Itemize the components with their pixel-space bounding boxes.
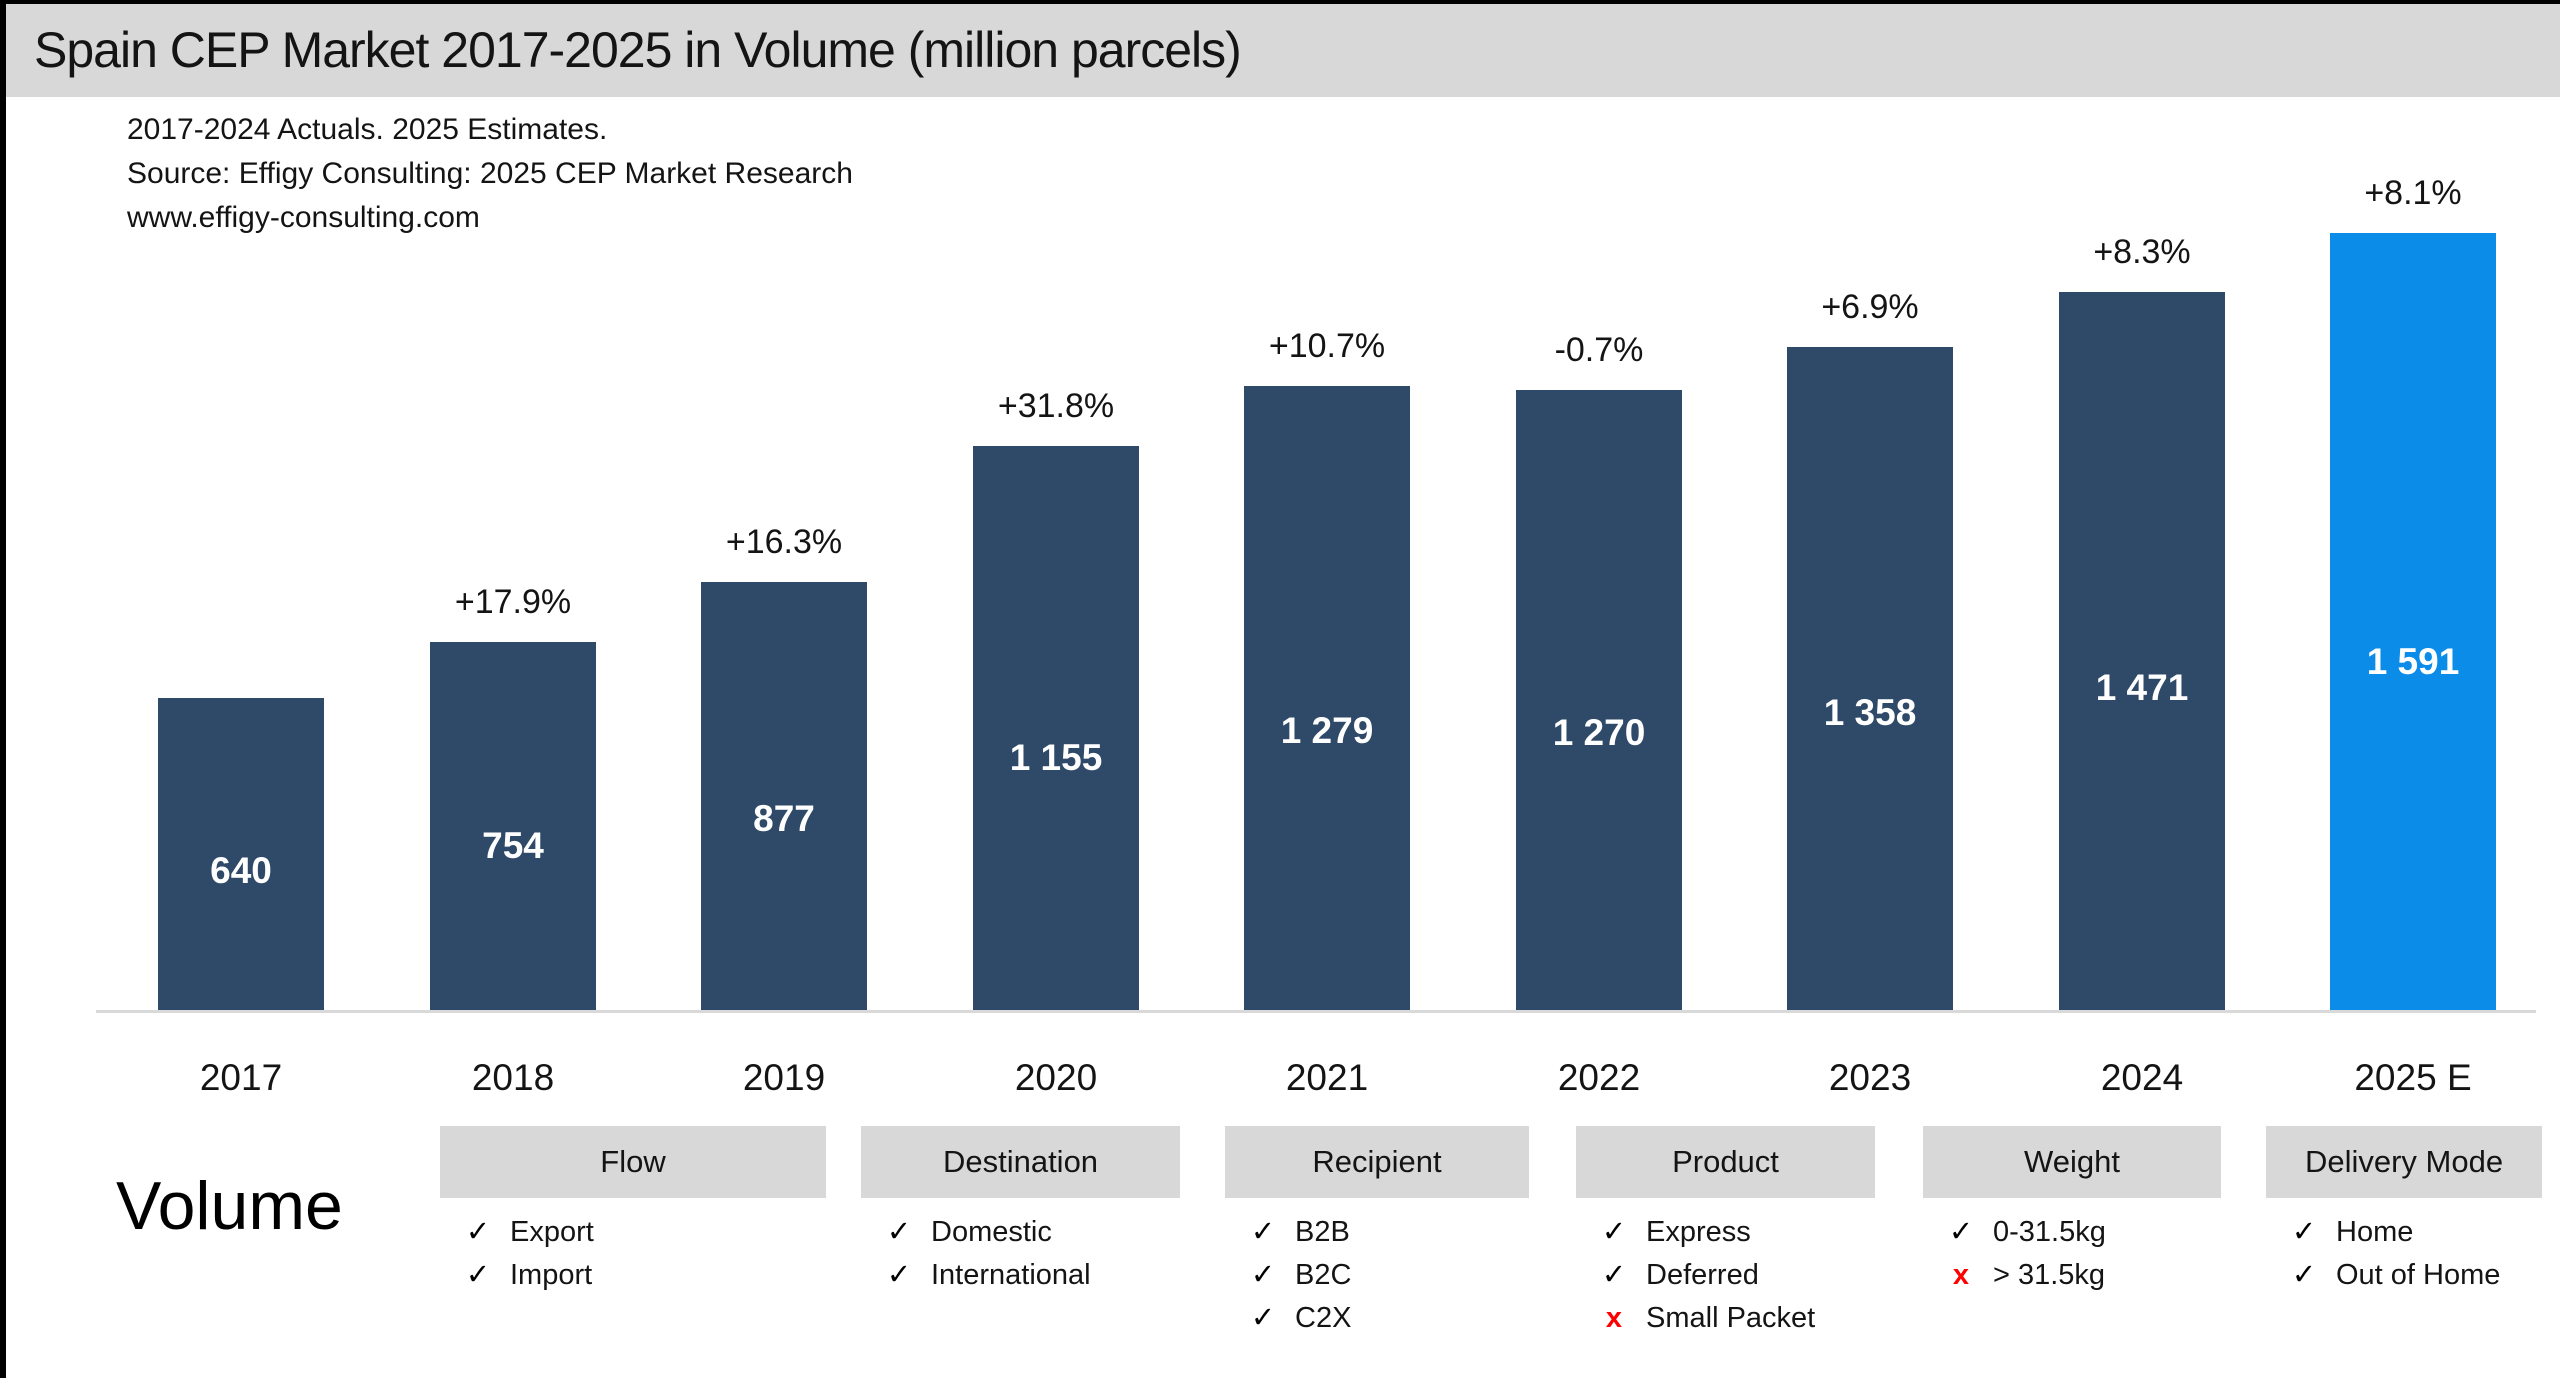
bar-value-label: 1 358	[1823, 692, 1917, 733]
bar-growth-label: +8.1%	[2364, 174, 2462, 212]
segment-item-label: Export	[510, 1216, 594, 1248]
bar-2019	[701, 582, 867, 1011]
bar-2024	[2059, 292, 2225, 1011]
check-icon: ✓	[1250, 1216, 1276, 1248]
title-bar: Spain CEP Market 2017-2025 in Volume (mi…	[6, 4, 2560, 97]
subtitle-block: 2017-2024 Actuals. 2025 Estimates. Sourc…	[127, 108, 853, 240]
segment-item-label: B2B	[1295, 1216, 1350, 1248]
bar-value-label: 1 155	[1009, 737, 1103, 778]
bar-2021	[1244, 386, 1410, 1011]
bar-growth-label: -0.7%	[1554, 331, 1644, 369]
volume-dimension-label: Volume	[116, 1168, 343, 1244]
x-axis-label: 2025 E	[2354, 1057, 2472, 1098]
segment-item-label: International	[931, 1259, 1091, 1291]
segment-header-weight: Weight	[1923, 1126, 2221, 1198]
check-icon: ✓	[465, 1216, 491, 1248]
bar-value-label: 640	[210, 850, 272, 891]
bar-growth-label: +16.3%	[725, 523, 843, 561]
check-icon: ✓	[2291, 1259, 2317, 1291]
subtitle-line-note: 2017-2024 Actuals. 2025 Estimates.	[127, 113, 608, 146]
segment-item-label: Domestic	[931, 1216, 1052, 1248]
check-icon: ✓	[1250, 1302, 1276, 1334]
bar-2020	[973, 446, 1139, 1011]
segment-title: Delivery Mode	[2304, 1144, 2504, 1179]
bar-2018	[430, 642, 596, 1011]
x-axis-label: 2024	[2100, 1057, 2184, 1098]
segment-header-product: Product	[1576, 1126, 1875, 1198]
bar-2022	[1516, 390, 1682, 1011]
bar-value-label: 1 279	[1280, 710, 1374, 751]
segment-item-label: B2C	[1295, 1259, 1352, 1291]
segment-item-label: Express	[1646, 1216, 1751, 1248]
check-icon: ✓	[886, 1216, 912, 1248]
x-axis-label: 2017	[199, 1057, 283, 1098]
segment-item-label: Import	[510, 1259, 593, 1291]
segment-item-label: > 31.5kg	[1993, 1259, 2106, 1291]
bar-growth-label: +10.7%	[1268, 327, 1386, 365]
segment-header-delivery-mode: Delivery Mode	[2266, 1126, 2542, 1198]
cross-icon: x	[1952, 1259, 1970, 1291]
bar-growth-label: +6.9%	[1821, 288, 1919, 326]
x-axis-label: 2020	[1014, 1057, 1098, 1098]
segment-item-label: 0-31.5kg	[1993, 1216, 2106, 1248]
x-axis-line	[96, 1010, 2536, 1013]
subtitle-line-website: www.effigy-consulting.com	[127, 201, 480, 234]
bar-value-label: 877	[753, 798, 815, 839]
segment-title: Weight	[2024, 1144, 2120, 1179]
bar-value-label: 1 471	[2095, 667, 2189, 708]
bar-growth-label: +31.8%	[997, 387, 1115, 425]
bar-growth-label: +17.9%	[454, 583, 572, 621]
segment-title: Product	[1672, 1144, 1779, 1179]
subtitle-line-source: Source: Effigy Consulting: 2025 CEP Mark…	[127, 157, 853, 190]
segment-header-destination: Destination	[861, 1126, 1180, 1198]
segment-item-label: Small Packet	[1646, 1302, 1816, 1334]
x-axis-label: 2022	[1557, 1057, 1641, 1098]
bar-value-label: 1 591	[2366, 641, 2460, 682]
segment-title: Flow	[600, 1144, 666, 1179]
check-icon: ✓	[465, 1259, 491, 1291]
segment-header-recipient: Recipient	[1225, 1126, 1529, 1198]
bar-2017	[158, 698, 324, 1011]
check-icon: ✓	[1948, 1216, 1974, 1248]
segment-title: Recipient	[1312, 1144, 1442, 1179]
x-axis-label: 2023	[1828, 1057, 1912, 1098]
screen-edge-left	[0, 0, 6, 1378]
check-icon: ✓	[1601, 1216, 1627, 1248]
x-axis-label: 2018	[471, 1057, 555, 1098]
page-title: Spain CEP Market 2017-2025 in Volume (mi…	[34, 22, 1242, 78]
bar-2023	[1787, 347, 1953, 1011]
bar-value-label: 754	[482, 825, 544, 866]
segment-header-flow: Flow	[440, 1126, 826, 1198]
bar-2025-e	[2330, 233, 2496, 1011]
bar-value-label: 1 270	[1552, 712, 1646, 753]
check-icon: ✓	[1250, 1259, 1276, 1291]
check-icon: ✓	[1601, 1259, 1627, 1291]
screen-edge-top	[0, 0, 2560, 4]
check-icon: ✓	[886, 1259, 912, 1291]
segment-title: Destination	[942, 1144, 1099, 1179]
segment-item-label: Out of Home	[2336, 1259, 2501, 1291]
check-icon: ✓	[2291, 1216, 2317, 1248]
segment-item-label: C2X	[1295, 1302, 1352, 1334]
segment-item-label: Home	[2336, 1216, 2414, 1248]
x-axis-label: 2019	[742, 1057, 826, 1098]
segment-item-label: Deferred	[1646, 1259, 1759, 1291]
cross-icon: x	[1605, 1302, 1623, 1334]
x-axis-label: 2021	[1285, 1057, 1369, 1098]
bar-growth-label: +8.3%	[2093, 233, 2191, 271]
